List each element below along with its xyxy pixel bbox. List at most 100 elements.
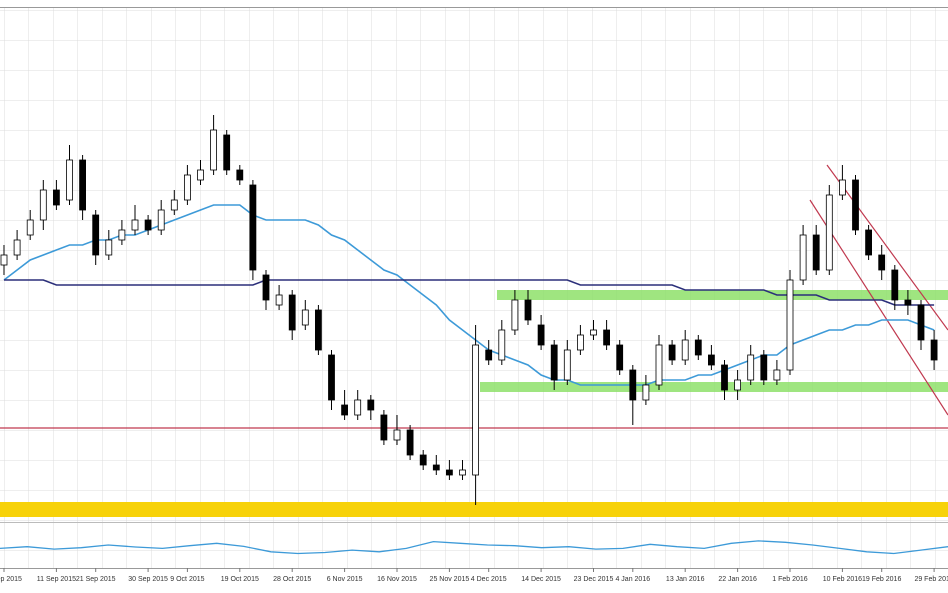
candle-body xyxy=(590,329,597,336)
candle-body xyxy=(668,344,676,361)
x-tick-label: 30 Sep 2015 xyxy=(128,576,168,583)
x-tick-label: 9 Oct 2015 xyxy=(170,576,204,583)
candle-body xyxy=(236,169,244,181)
candle-body xyxy=(275,294,283,306)
candle-body xyxy=(459,469,466,476)
x-tick-label: 25 Nov 2015 xyxy=(430,576,470,583)
candle-body xyxy=(799,234,807,281)
candle-body xyxy=(183,174,191,201)
candle-body xyxy=(39,189,47,221)
x-tick-label: 19 Feb 2016 xyxy=(862,576,901,583)
candle-body xyxy=(170,199,178,211)
x-tick-label: 28 Oct 2015 xyxy=(273,576,311,583)
x-tick-label: 4 Jan 2016 xyxy=(615,576,650,583)
candle-body xyxy=(577,334,584,351)
moving-average xyxy=(4,279,935,306)
candle-body xyxy=(694,339,702,356)
candle-body xyxy=(432,464,440,471)
candle-body xyxy=(328,354,335,401)
candle-body xyxy=(26,219,34,236)
candle-body xyxy=(354,399,362,416)
candle-body xyxy=(655,344,663,386)
resistance-zone xyxy=(497,290,948,300)
x-tick-label: 11 Sep 2015 xyxy=(37,576,76,583)
channel-lower xyxy=(809,199,948,416)
candle-body xyxy=(747,354,755,381)
candle-body xyxy=(563,349,571,381)
candle-body xyxy=(681,339,689,361)
candle-body xyxy=(603,329,610,346)
candle-body xyxy=(223,134,231,171)
candle-body xyxy=(393,429,401,441)
x-tick-label: 4 Dec 2015 xyxy=(471,576,507,583)
x-tick-label: 22 Jan 2016 xyxy=(718,576,757,583)
candle-body xyxy=(708,354,715,366)
candle-body xyxy=(839,179,846,196)
candle-body xyxy=(629,369,637,401)
key-level-band xyxy=(0,502,948,517)
candle-body xyxy=(472,344,480,476)
candle-body xyxy=(760,354,768,381)
candle-body xyxy=(92,214,100,256)
candle-body xyxy=(721,364,728,391)
x-tick-label: 23 Dec 2015 xyxy=(574,576,614,583)
oscillator-line xyxy=(0,540,948,555)
candle-body xyxy=(118,229,126,241)
candle-body xyxy=(157,209,165,231)
candle-body xyxy=(773,369,781,381)
x-tick-label: 29 Feb 2016 xyxy=(914,576,948,583)
candle-body xyxy=(498,329,506,361)
x-tick-label: 10 Feb 2016 xyxy=(823,576,862,583)
x-tick-label: 13 Jan 2016 xyxy=(666,576,705,583)
candle-body xyxy=(406,429,414,456)
candle-body xyxy=(66,159,73,201)
candle-body xyxy=(419,454,427,466)
candle-body xyxy=(537,324,545,346)
candle-body xyxy=(105,239,113,256)
candle-body xyxy=(249,184,257,271)
candle-body xyxy=(616,344,624,371)
candle-body xyxy=(197,169,204,181)
grid-background xyxy=(0,8,948,568)
candle-body xyxy=(262,274,270,301)
x-tick-label: 21 Sep 2015 xyxy=(76,576,116,583)
candle-body xyxy=(380,414,388,441)
candle-body xyxy=(524,299,532,321)
candle-body xyxy=(852,179,859,231)
x-tick-label: 1 Feb 2016 xyxy=(772,576,808,583)
candle-body xyxy=(0,254,8,266)
x-tick-label: 2 Sep 2015 xyxy=(0,576,22,583)
candle-body xyxy=(367,399,375,411)
candle-body xyxy=(825,194,833,271)
candle-body xyxy=(210,129,218,171)
candle-body xyxy=(891,269,899,301)
candle-body xyxy=(642,384,650,401)
candle-body xyxy=(53,189,60,206)
candle-body xyxy=(917,304,925,341)
support-zone xyxy=(480,382,948,392)
x-tick-label: 16 Nov 2015 xyxy=(377,576,417,583)
candle-body xyxy=(341,404,349,416)
x-tick-label: 14 Dec 2015 xyxy=(521,576,561,583)
candle-body xyxy=(301,309,309,326)
x-tick-label: 19 Oct 2015 xyxy=(221,576,259,583)
candle-body xyxy=(144,219,152,231)
candle-body xyxy=(930,339,938,361)
candle-body xyxy=(314,309,322,351)
candle-body xyxy=(511,299,519,331)
candle-body xyxy=(878,254,886,271)
candle-body xyxy=(445,469,453,476)
candle-body xyxy=(79,159,86,211)
channel-upper xyxy=(826,164,948,331)
candle-body xyxy=(786,279,794,371)
candle-body xyxy=(812,234,820,271)
candle-body xyxy=(734,379,741,391)
candle-body xyxy=(550,344,558,381)
candle-body xyxy=(485,349,493,361)
candle-body xyxy=(865,229,872,256)
x-tick-label: 6 Nov 2015 xyxy=(327,576,363,583)
candle-body xyxy=(131,219,139,231)
